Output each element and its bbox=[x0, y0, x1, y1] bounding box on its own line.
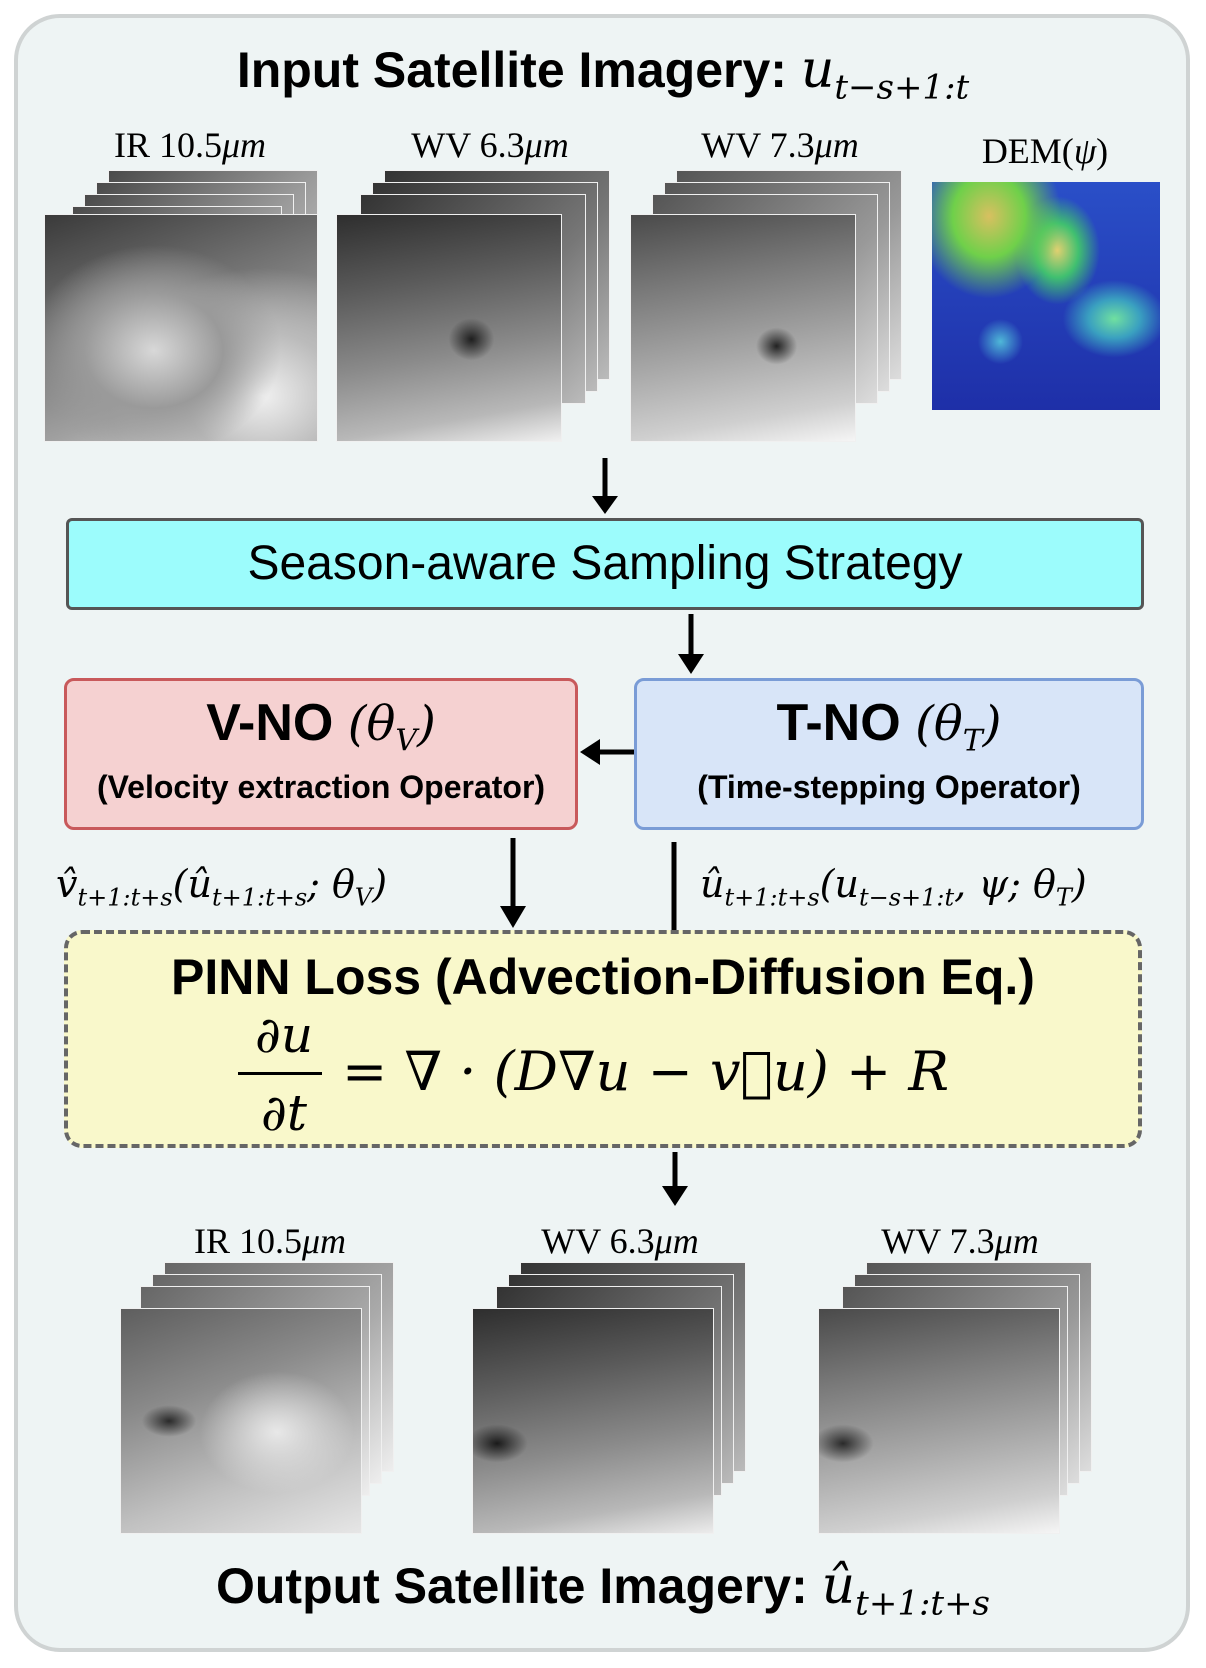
vno-box: V-NO (θV) (Velocity extraction Operator) bbox=[64, 678, 578, 830]
vno-output-label: v̂t+1:t+s(ût+1:t+s; θV) bbox=[56, 862, 388, 912]
arrow-sampling-to-tno bbox=[678, 614, 704, 674]
arrow-pinn-to-output bbox=[662, 1152, 688, 1206]
eq-fraction-bar bbox=[238, 1072, 322, 1075]
output-label-wv63: WV 6.3μm bbox=[541, 1221, 699, 1261]
output-label-wv73: WV 7.3μm bbox=[881, 1221, 1039, 1261]
input-label-wv73: WV 7.3μm bbox=[701, 125, 859, 165]
sampling-strategy-label: Season-aware Sampling Strategy bbox=[247, 537, 963, 590]
tno-box: T-NO (θT) (Time-stepping Operator) bbox=[634, 678, 1144, 830]
output-title: Output Satellite Imagery: ût+1:t+s bbox=[0, 1556, 1206, 1623]
tno-output-label: ût+1:t+s(ut−s+1:t, ψ; θT) bbox=[700, 862, 1087, 912]
tno-subtitle: (Time-stepping Operator) bbox=[697, 768, 1081, 805]
output-title-text: Output Satellite Imagery: bbox=[215, 1558, 808, 1614]
eq-numerator: ∂u bbox=[254, 1006, 314, 1064]
input-label-wv63: WV 6.3μm bbox=[411, 125, 569, 165]
input-label-ir: IR 10.5μm bbox=[113, 125, 267, 165]
tno-title: T-NO (θT) bbox=[776, 694, 1002, 759]
output-label-ir: IR 10.5μm bbox=[193, 1221, 347, 1261]
vno-subtitle: (Velocity extraction Operator) bbox=[96, 768, 546, 805]
arrow-tno-to-vno bbox=[580, 739, 634, 765]
vno-title: V-NO (θV) bbox=[206, 694, 436, 759]
pinn-loss-box: PINN Loss (Advection-Diffusion Eq.) bbox=[64, 930, 1142, 1148]
input-title: Input Satellite Imagery: ut−s+1:t bbox=[0, 40, 1206, 107]
line-tno-to-pinn bbox=[671, 842, 677, 932]
arrow-vno-to-pinn bbox=[500, 838, 526, 928]
output-title-math: ût+1:t+s bbox=[821, 1556, 991, 1624]
arrow-input-to-sampling bbox=[592, 458, 618, 514]
input-label-dem: DEM(ψ) bbox=[981, 131, 1109, 171]
pinn-loss-title: PINN Loss (Advection-Diffusion Eq.) bbox=[171, 949, 1035, 1005]
input-title-text: Input Satellite Imagery: bbox=[236, 42, 787, 98]
eq-denominator: ∂t bbox=[261, 1084, 307, 1142]
input-title-math: ut−s+1:t bbox=[800, 40, 970, 108]
sampling-strategy-box: Season-aware Sampling Strategy bbox=[66, 518, 1144, 610]
eq-rhs: = ∇ · (D∇u − v⃗u) + R bbox=[342, 1040, 950, 1103]
dem-map bbox=[932, 182, 1160, 410]
